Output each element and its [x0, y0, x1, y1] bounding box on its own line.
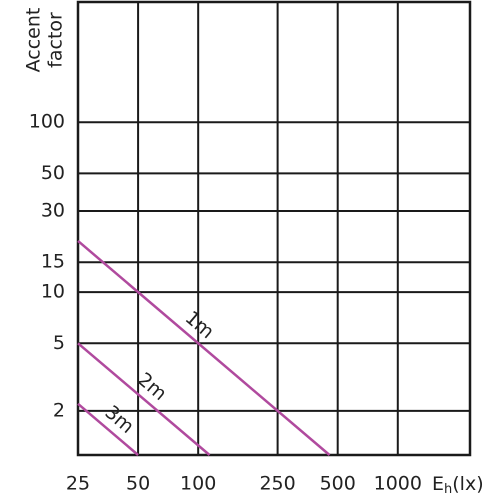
- x-label-unit: (lx): [452, 473, 483, 495]
- x-tick-label: 1000: [374, 473, 422, 495]
- x-tick-label: 250: [259, 473, 295, 495]
- x-label-main: E: [432, 473, 444, 495]
- series-label: 1m: [181, 307, 219, 344]
- y-tick-label: 50: [41, 162, 65, 184]
- y-axis-label: Accent: [23, 8, 45, 73]
- x-tick-label: 100: [180, 473, 216, 495]
- data-line: [77, 240, 331, 456]
- y-tick-label: 15: [41, 251, 65, 273]
- plot-frame: [76, 0, 472, 457]
- data-line: [77, 402, 139, 456]
- x-axis-label: Eh(lx): [432, 473, 484, 497]
- y-axis-label: factor: [45, 12, 67, 68]
- y-tick-label: 30: [41, 200, 65, 222]
- y-tick-label: 5: [53, 332, 65, 354]
- x-tick-label: 500: [320, 473, 356, 495]
- y-tick-label: 2: [53, 399, 65, 421]
- y-tick-label: 10: [41, 281, 65, 303]
- x-tick-label: 25: [66, 473, 90, 495]
- x-tick-label: 50: [126, 473, 150, 495]
- data-line: [77, 342, 211, 456]
- y-tick-label: 100: [29, 111, 65, 133]
- series-label: 3m: [101, 401, 139, 438]
- x-label-sub: h: [444, 482, 452, 497]
